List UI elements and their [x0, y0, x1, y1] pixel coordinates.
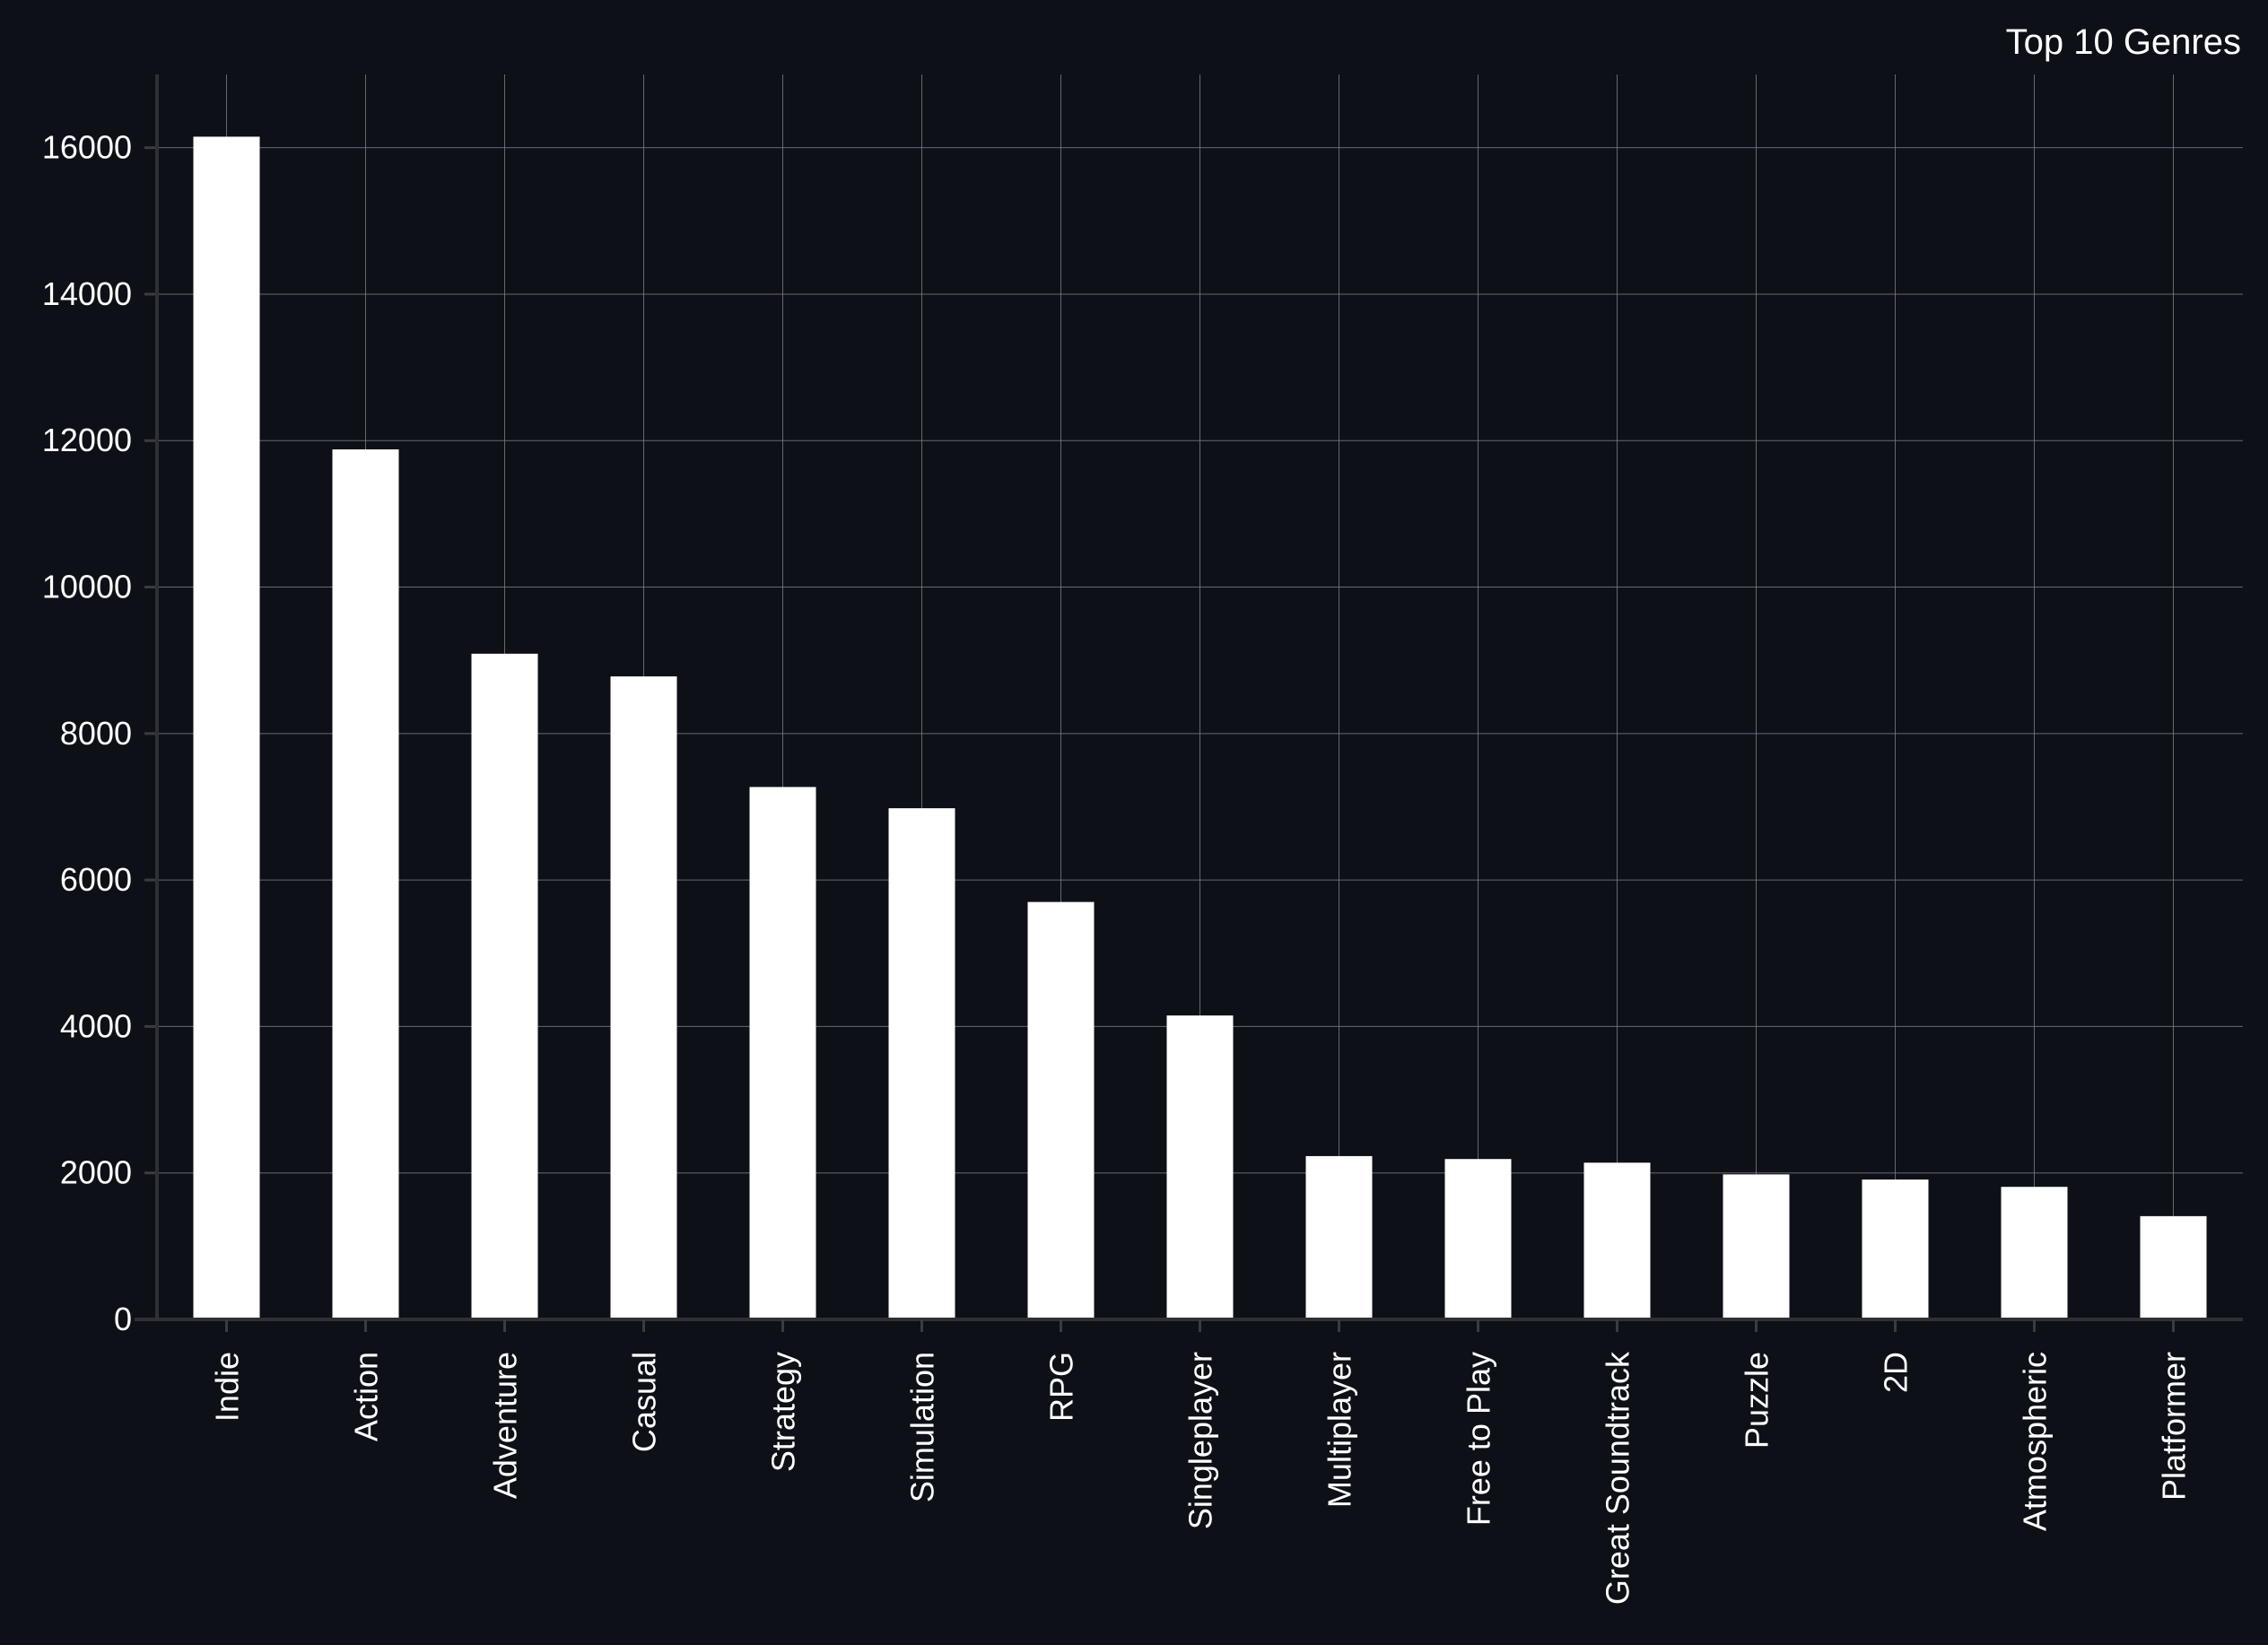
y-tick-label: 4000 — [60, 1007, 132, 1044]
x-tick-label: Platformer — [2156, 1352, 2193, 1501]
x-tick-label: Strategy — [765, 1352, 802, 1472]
y-tick-label: 0 — [114, 1301, 132, 1337]
x-tick-label: Adventure — [487, 1352, 524, 1499]
x-tick-label: Free to Play — [1461, 1352, 1497, 1526]
x-tick-label: Great Soundtrack — [1600, 1351, 1636, 1605]
bar-singleplayer — [1166, 1015, 1234, 1319]
bar-casual — [610, 676, 677, 1319]
bar-free-to-play — [1444, 1159, 1512, 1319]
y-tick-labels: 0 2000 4000 6000 8000 10000 12000 14000 16000 — [42, 129, 132, 1337]
bar-platformer — [2140, 1215, 2207, 1319]
x-tick-label: Multiplayer — [1322, 1352, 1358, 1508]
axes — [135, 74, 2243, 1332]
chart-title: Top 10 Genres — [2006, 22, 2241, 62]
y-tick-label: 16000 — [42, 129, 132, 166]
y-tick-label: 2000 — [60, 1154, 132, 1191]
x-tick-label: Atmospheric — [2017, 1352, 2054, 1531]
bar-simulation — [888, 808, 955, 1319]
x-tick-label: Singleplayer — [1182, 1352, 1219, 1529]
bar-rpg — [1027, 901, 1095, 1319]
x-tick-labels: Indie Action Adventure Casual Strategy Simula… — [209, 1351, 2193, 1605]
x-tick-label: Action — [348, 1352, 385, 1441]
bar-adventure — [471, 653, 538, 1319]
bar-strategy — [749, 787, 816, 1319]
x-tick-label: 2D — [1878, 1352, 1915, 1393]
bar-atmospheric — [2001, 1187, 2068, 1319]
bar-2d — [1862, 1179, 1929, 1319]
bar-multiplayer — [1305, 1155, 1373, 1319]
y-tick-label: 14000 — [42, 275, 132, 312]
y-tick-label: 10000 — [42, 569, 132, 605]
bars — [193, 136, 2207, 1319]
x-tick-label: Casual — [626, 1352, 663, 1452]
y-tick-label: 12000 — [42, 422, 132, 458]
x-tick-label: Indie — [209, 1352, 246, 1422]
bar-great-soundtrack — [1583, 1162, 1651, 1319]
bar-puzzle — [1723, 1174, 1790, 1319]
y-tick-label: 6000 — [60, 861, 132, 898]
x-tick-label: Puzzle — [1739, 1352, 1775, 1449]
bar-indie — [193, 136, 260, 1319]
x-tick-label: RPG — [1043, 1352, 1080, 1422]
bar-action — [332, 449, 399, 1319]
x-tick-label: Simulation — [904, 1352, 941, 1502]
y-tick-label: 8000 — [60, 715, 132, 752]
